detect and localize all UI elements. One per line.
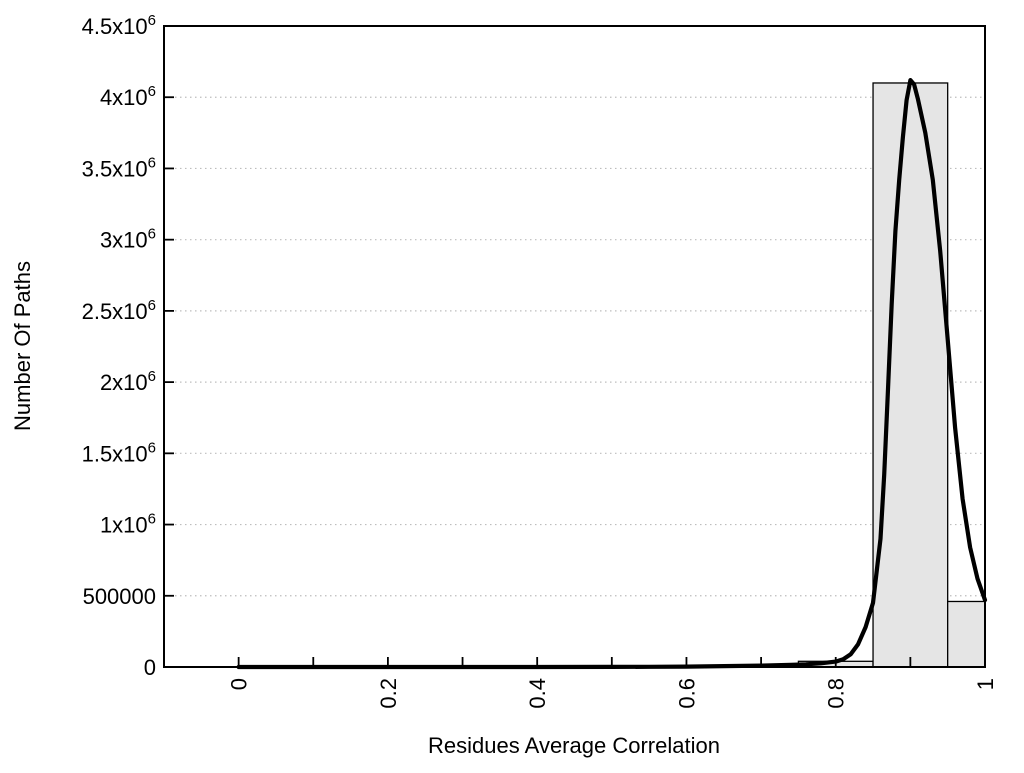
y-tick-label: 4x106 xyxy=(100,83,156,110)
y-tick-label: 2x106 xyxy=(100,368,156,395)
histogram-bar xyxy=(872,82,949,668)
axes-frame-layer xyxy=(163,25,986,668)
histogram-bar xyxy=(947,600,986,668)
y-tick-label: 3.5x106 xyxy=(82,154,156,181)
histogram-bars-layer xyxy=(723,82,986,668)
y-tick-label: 2.5x106 xyxy=(82,297,156,324)
x-tick-label: 0.8 xyxy=(824,678,849,709)
x-tick-label: 0.2 xyxy=(376,678,401,709)
y-tick-labels-layer: 0 500000 1x106 1.5x106 2x106 2.5x106 3x106 3.5x… xyxy=(82,12,156,680)
x-axis-title: Residues Average Correlation xyxy=(428,733,720,758)
y-axis-title: Number Of Paths xyxy=(10,261,35,431)
x-tick-label: 0.6 xyxy=(674,678,699,709)
plot-frame xyxy=(163,25,986,668)
x-tick-label: 0 xyxy=(227,678,252,690)
y-tick-label: 0 xyxy=(144,655,156,680)
x-tick-label: 0.4 xyxy=(525,678,550,709)
y-tick-label: 500000 xyxy=(83,584,156,609)
gridlines-layer xyxy=(175,96,985,597)
x-tick-labels-layer: 0 0.2 0.4 0.6 0.8 1 xyxy=(227,678,998,709)
x-tick-label: 1 xyxy=(973,678,998,690)
axis-ticks-layer xyxy=(165,96,986,666)
y-tick-label: 4.5x106 xyxy=(82,12,156,39)
y-tick-label: 1.5x106 xyxy=(82,439,156,466)
y-tick-label: 1x106 xyxy=(100,511,156,538)
y-tick-label: 3x106 xyxy=(100,226,156,253)
